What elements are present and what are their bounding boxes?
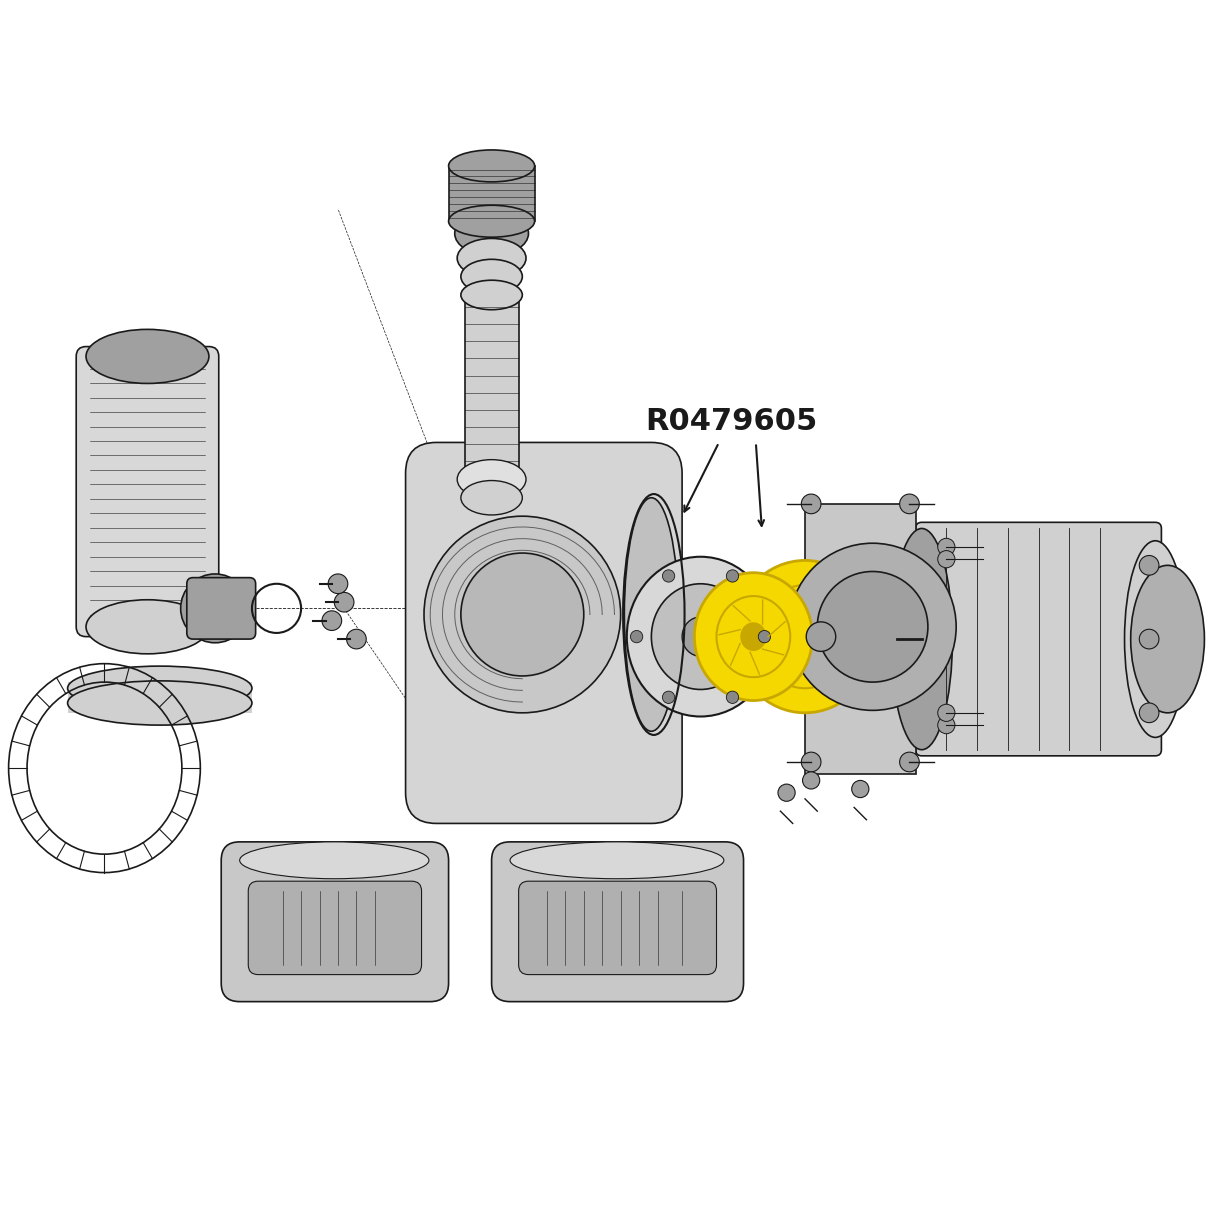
FancyBboxPatch shape xyxy=(76,347,219,637)
Text: Wholesale Pool Mart
wholesalepoolmart.com
WPM: Wholesale Pool Mart wholesalepoolmart.co… xyxy=(425,590,607,639)
FancyBboxPatch shape xyxy=(221,842,449,1002)
Ellipse shape xyxy=(457,460,526,499)
Circle shape xyxy=(852,780,869,798)
Circle shape xyxy=(900,494,919,514)
Ellipse shape xyxy=(694,573,812,701)
Ellipse shape xyxy=(734,560,876,713)
Circle shape xyxy=(1139,556,1159,575)
Ellipse shape xyxy=(449,150,535,182)
Circle shape xyxy=(938,551,955,568)
Circle shape xyxy=(322,611,342,630)
Ellipse shape xyxy=(651,584,750,689)
Circle shape xyxy=(424,516,621,713)
Circle shape xyxy=(1139,703,1159,723)
Circle shape xyxy=(328,574,348,594)
Ellipse shape xyxy=(86,329,209,383)
Ellipse shape xyxy=(86,600,209,654)
Ellipse shape xyxy=(457,238,526,278)
Circle shape xyxy=(758,630,771,643)
Ellipse shape xyxy=(682,617,719,656)
FancyBboxPatch shape xyxy=(465,301,519,473)
FancyBboxPatch shape xyxy=(916,522,1161,756)
Circle shape xyxy=(938,704,955,721)
Ellipse shape xyxy=(455,211,528,256)
Circle shape xyxy=(803,772,820,789)
Circle shape xyxy=(801,752,821,772)
Ellipse shape xyxy=(624,498,678,731)
Ellipse shape xyxy=(461,280,522,310)
Ellipse shape xyxy=(758,585,852,688)
Polygon shape xyxy=(449,166,535,221)
Ellipse shape xyxy=(627,557,774,717)
Ellipse shape xyxy=(461,481,522,515)
Circle shape xyxy=(1139,629,1159,649)
Ellipse shape xyxy=(717,596,790,677)
Circle shape xyxy=(726,570,739,583)
Circle shape xyxy=(801,494,821,514)
FancyBboxPatch shape xyxy=(68,682,252,713)
Circle shape xyxy=(630,630,643,643)
Circle shape xyxy=(662,691,675,703)
Circle shape xyxy=(789,543,956,710)
Circle shape xyxy=(461,553,584,676)
Text: R0479605: R0479605 xyxy=(645,407,817,436)
Ellipse shape xyxy=(68,666,252,710)
Ellipse shape xyxy=(68,681,252,725)
Ellipse shape xyxy=(240,842,429,879)
Ellipse shape xyxy=(1125,541,1186,737)
Ellipse shape xyxy=(449,205,535,237)
FancyBboxPatch shape xyxy=(248,881,422,975)
Circle shape xyxy=(806,622,836,651)
Ellipse shape xyxy=(741,623,766,650)
FancyBboxPatch shape xyxy=(519,881,717,975)
Ellipse shape xyxy=(891,528,952,750)
Ellipse shape xyxy=(1131,565,1204,713)
FancyBboxPatch shape xyxy=(187,578,256,639)
Ellipse shape xyxy=(510,842,724,879)
Circle shape xyxy=(938,538,955,556)
Ellipse shape xyxy=(181,574,249,643)
Ellipse shape xyxy=(461,259,522,294)
FancyBboxPatch shape xyxy=(406,442,682,823)
FancyBboxPatch shape xyxy=(492,842,744,1002)
Polygon shape xyxy=(805,504,916,774)
Circle shape xyxy=(778,784,795,801)
Circle shape xyxy=(726,691,739,703)
Circle shape xyxy=(334,592,354,612)
Circle shape xyxy=(347,629,366,649)
Circle shape xyxy=(662,570,675,583)
Circle shape xyxy=(817,571,928,682)
Circle shape xyxy=(938,717,955,734)
Circle shape xyxy=(900,752,919,772)
